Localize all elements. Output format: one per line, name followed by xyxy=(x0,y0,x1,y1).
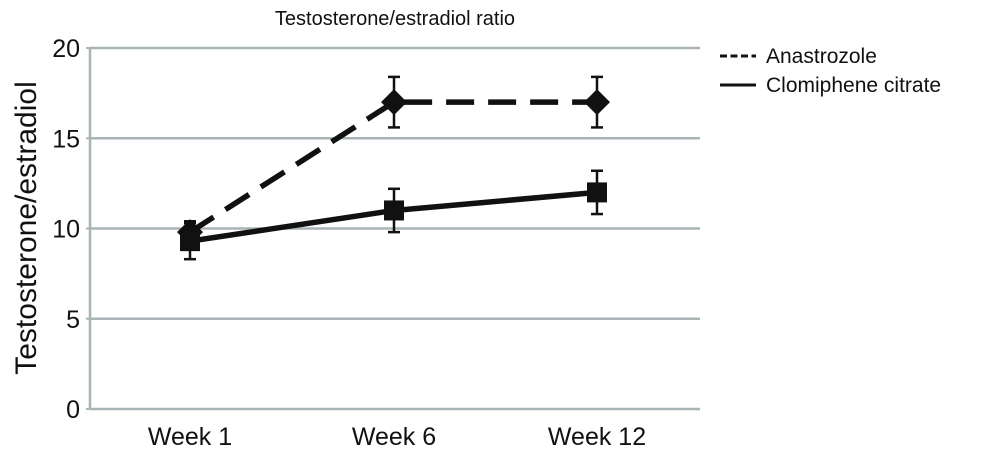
data-point-diamond xyxy=(381,89,407,116)
y-tick-label: 15 xyxy=(52,125,80,153)
x-tick-label: Week 6 xyxy=(352,423,436,451)
y-tick-label: 5 xyxy=(66,306,80,334)
data-point-square xyxy=(384,200,404,221)
data-point-square xyxy=(180,231,200,252)
legend-label: Anastrozole xyxy=(766,45,877,68)
x-tick-label: Week 12 xyxy=(548,423,646,451)
series-clomiphene xyxy=(180,169,607,261)
data-point-diamond xyxy=(584,89,610,116)
legend: Anastrozole Clomiphene citrate xyxy=(720,45,941,97)
data-point-square xyxy=(587,182,607,203)
axis-layer: 0 5 10 15 20 Week 1 Week 6 Week 12 xyxy=(52,35,700,451)
legend-label: Clomiphene citrate xyxy=(766,74,941,97)
y-tick-label: 10 xyxy=(52,216,80,244)
y-tick-label: 0 xyxy=(66,396,80,424)
y-axis-label: Testosterone/estradiol xyxy=(10,81,43,375)
x-tick-label: Week 1 xyxy=(148,423,232,451)
series-layer xyxy=(177,75,610,261)
y-tick-label: 20 xyxy=(52,35,80,63)
chart-title: Testosterone/estradiol ratio xyxy=(274,8,516,30)
